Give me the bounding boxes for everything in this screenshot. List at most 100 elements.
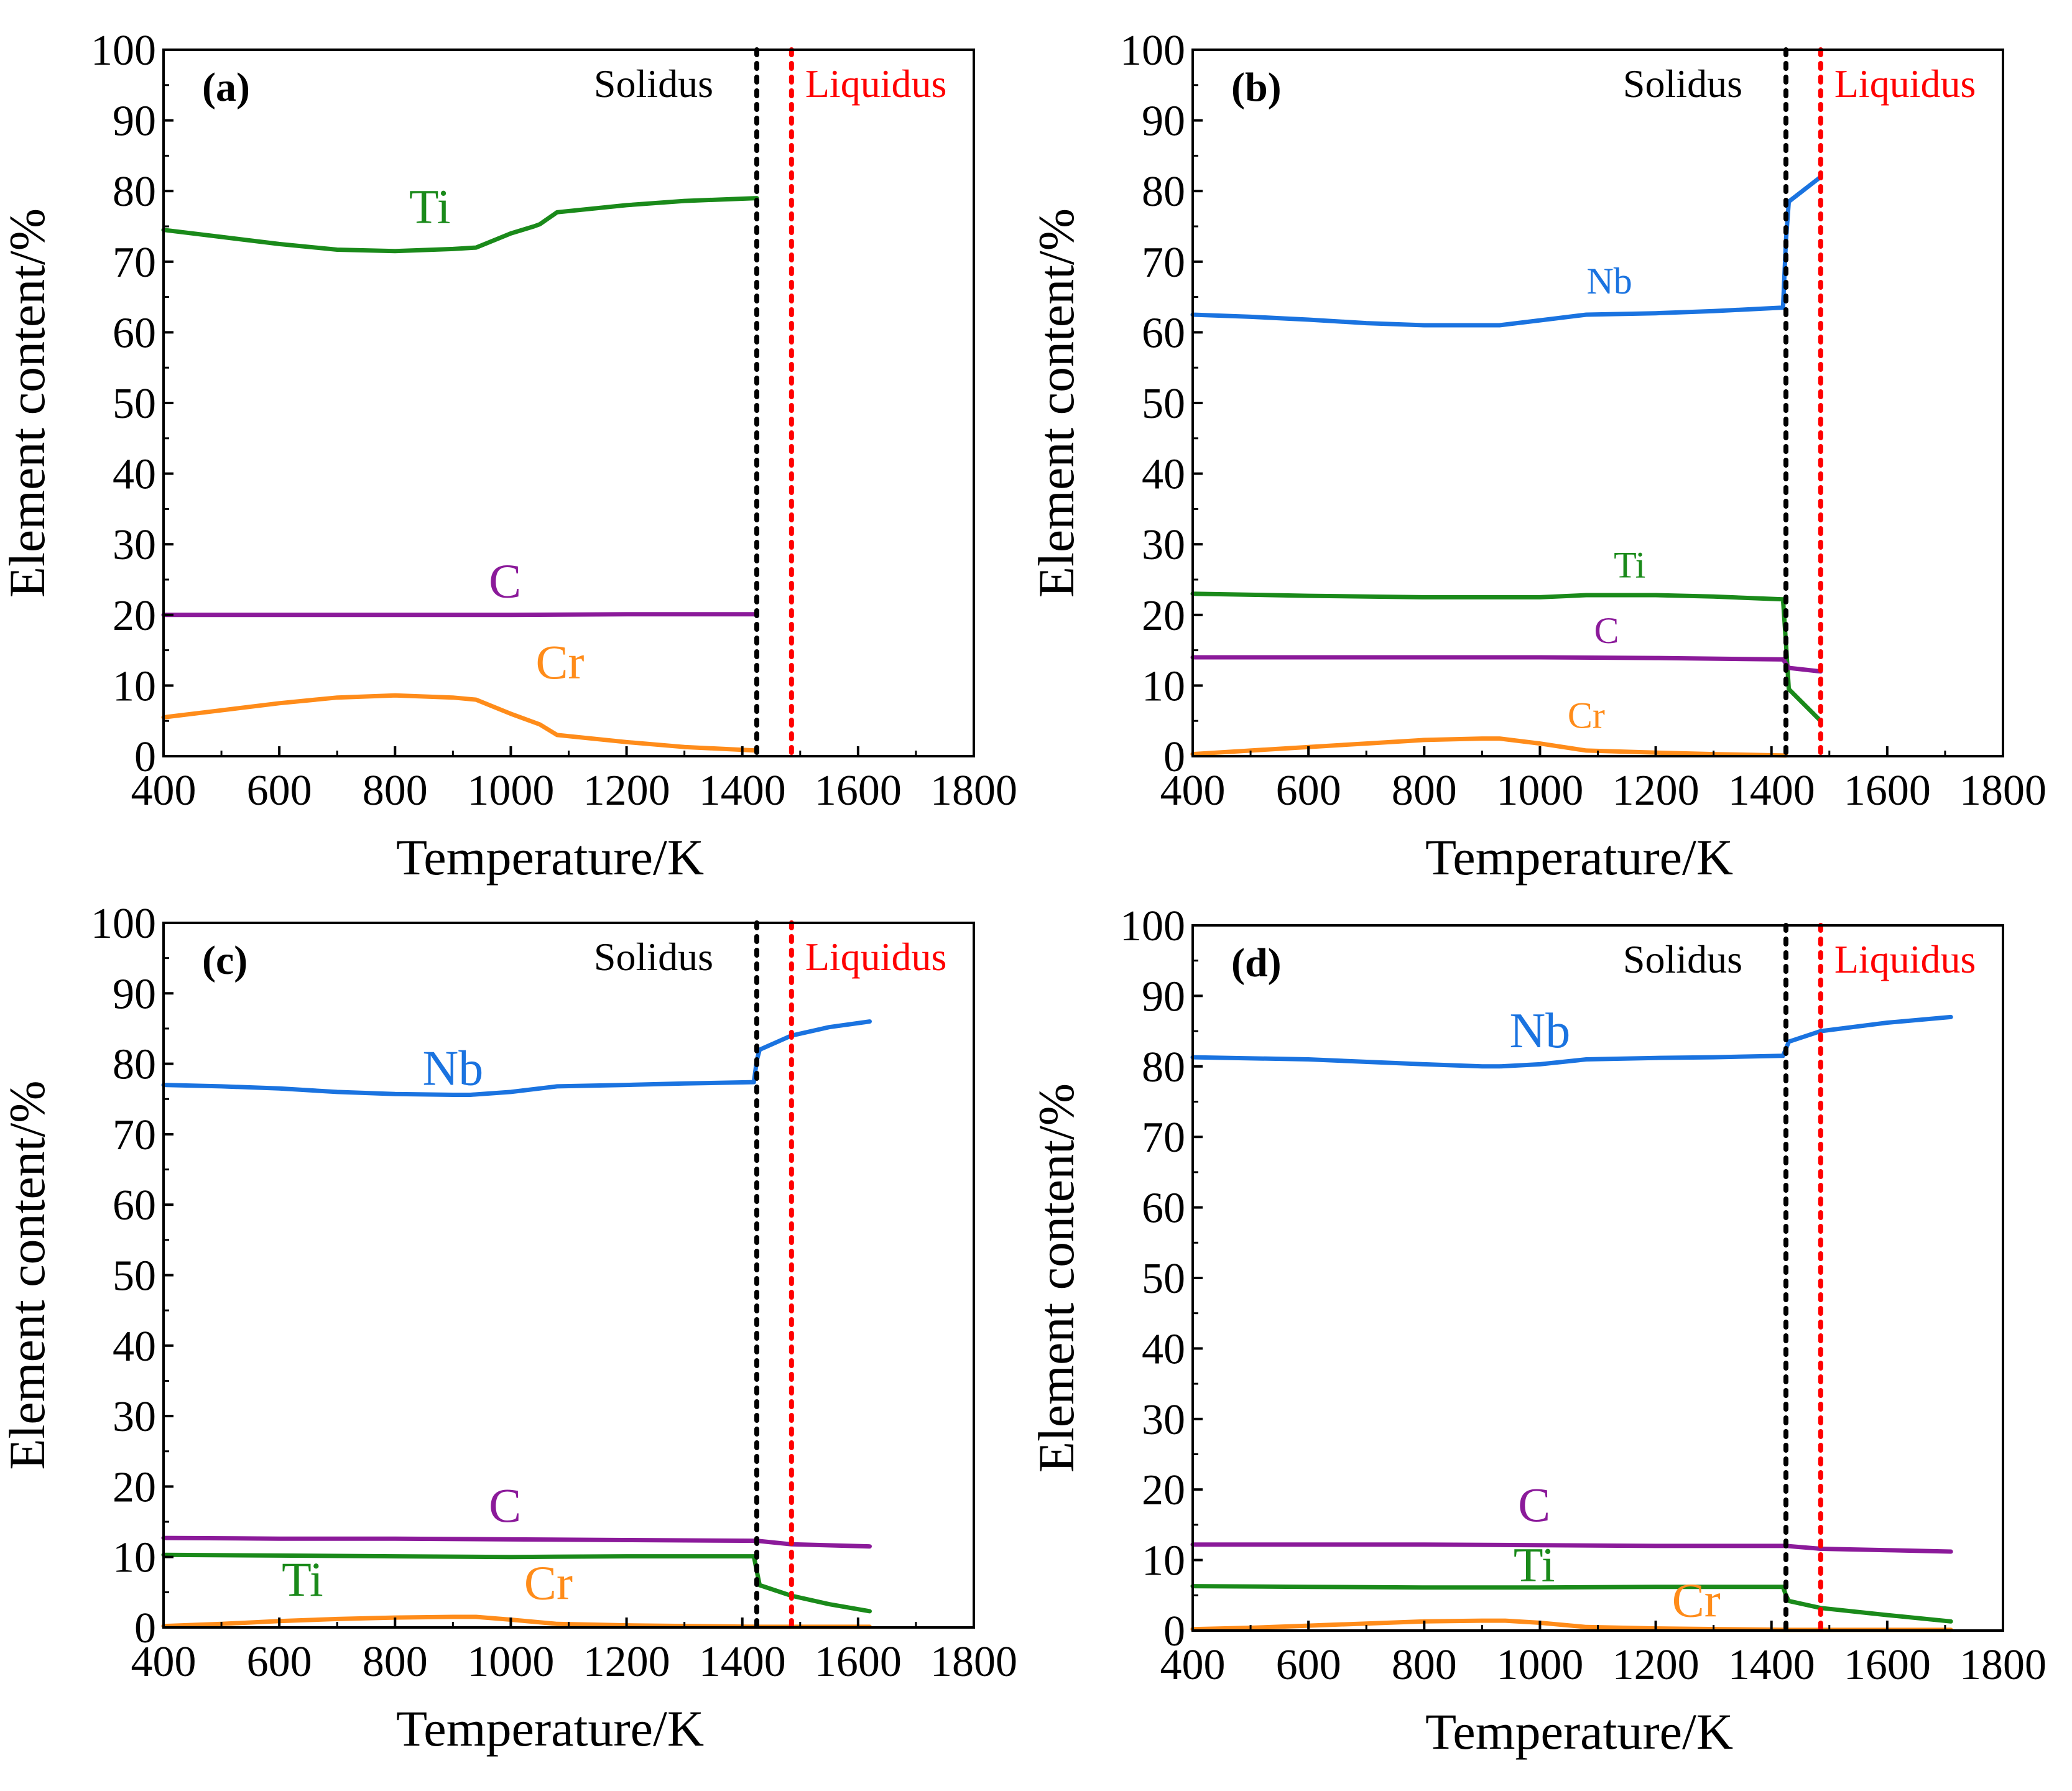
series-label-ti: Ti xyxy=(1614,545,1645,586)
y-tick-label: 50 xyxy=(113,380,156,428)
chart-panel-a: 0 10 20 30 40 50 60 70 80 90 100 400 600 800 1000 1200 1… xyxy=(0,27,1017,886)
y-tick-label: 60 xyxy=(1142,309,1185,357)
y-tick-label: 50 xyxy=(113,1252,156,1300)
y-tick-label: 10 xyxy=(113,1534,156,1582)
liquidus-label: Liquidus xyxy=(805,935,947,979)
x-tick-label: 1200 xyxy=(1612,1641,1700,1689)
y-axis-title: Element content/% xyxy=(0,1080,55,1469)
y-tick-label: 40 xyxy=(1142,451,1185,499)
chart-panel-d: 0 10 20 30 40 50 60 70 80 90 100 400 600 800 1000 1200 1… xyxy=(1028,902,2047,1760)
y-tick-label: 70 xyxy=(1142,1114,1185,1162)
x-tick-label: 1200 xyxy=(1612,767,1700,815)
x-axis-title: Temperature/K xyxy=(396,829,704,886)
x-tick-label: 400 xyxy=(131,767,197,815)
x-tick-label: 600 xyxy=(247,767,312,815)
y-tick-label: 20 xyxy=(113,1463,156,1511)
x-tick-label: 600 xyxy=(247,1638,312,1686)
x-axis-title: Temperature/K xyxy=(396,1700,704,1757)
y-tick-label: 60 xyxy=(113,1182,156,1229)
solidus-label: Solidus xyxy=(1623,62,1742,106)
solidus-label: Solidus xyxy=(594,62,713,106)
x-tick-label: 1200 xyxy=(583,767,670,815)
x-tick-label: 1800 xyxy=(930,767,1017,815)
series-label-nb: Nb xyxy=(422,1042,483,1096)
x-tick-label: 1000 xyxy=(467,1638,554,1686)
y-tick-label: 100 xyxy=(1120,27,1185,75)
liquidus-label: Liquidus xyxy=(1834,937,1976,981)
series-line-nb xyxy=(161,1019,872,1097)
x-tick-label: 1800 xyxy=(1959,1641,2047,1689)
x-tick-label: 1800 xyxy=(930,1638,1017,1686)
y-tick-label: 10 xyxy=(1142,1537,1185,1585)
x-tick-label: 1400 xyxy=(699,767,786,815)
chart-panel-c: 0 10 20 30 40 50 60 70 80 90 100 400 600 800 1000 1200 1… xyxy=(0,900,1017,1757)
series-line-c xyxy=(1190,1542,1953,1554)
y-tick-label: 100 xyxy=(1120,902,1185,950)
series-line-cr xyxy=(1190,736,1788,758)
x-tick-label: 1400 xyxy=(699,1638,786,1686)
y-tick-label: 30 xyxy=(1142,1396,1185,1444)
series-label-c: C xyxy=(1594,610,1619,651)
series-line-ti xyxy=(1190,1584,1953,1624)
x-tick-label: 800 xyxy=(363,767,428,815)
series-line-c xyxy=(1190,655,1823,674)
x-tick-label: 1200 xyxy=(583,1638,670,1686)
y-tick-label: 30 xyxy=(1142,521,1185,569)
x-tick-label: 800 xyxy=(363,1638,428,1686)
series-label-cr: Cr xyxy=(1672,1573,1721,1627)
series-label-ti: Ti xyxy=(409,179,451,233)
x-tick-label: 1000 xyxy=(1496,1641,1583,1689)
y-tick-label: 80 xyxy=(113,1041,156,1089)
series-line-cr xyxy=(161,1614,872,1629)
x-tick-label: 1400 xyxy=(1728,1641,1815,1689)
x-tick-label: 1600 xyxy=(815,1638,902,1686)
x-tick-label: 600 xyxy=(1276,1641,1341,1689)
y-tick-label: 20 xyxy=(113,592,156,640)
series-line-ti xyxy=(161,1552,872,1614)
x-tick-label: 400 xyxy=(1160,767,1226,815)
y-tick-label: 0 xyxy=(134,733,156,781)
y-tick-label: 20 xyxy=(1142,1466,1185,1514)
panel-label: (c) xyxy=(202,938,247,983)
y-tick-label: 90 xyxy=(1142,98,1185,146)
y-tick-label: 0 xyxy=(134,1604,156,1652)
y-axis-title: Element content/% xyxy=(0,208,55,598)
panel-label: (b) xyxy=(1231,65,1282,110)
series-label-nb: Nb xyxy=(1510,1004,1571,1058)
series-label-ti: Ti xyxy=(282,1552,323,1606)
series-label-c: C xyxy=(489,553,521,608)
x-tick-label: 1600 xyxy=(815,767,902,815)
x-tick-label: 1600 xyxy=(1844,767,1931,815)
series-label-ti: Ti xyxy=(1514,1538,1555,1592)
y-tick-label: 60 xyxy=(1142,1185,1185,1233)
x-tick-label: 1400 xyxy=(1728,767,1815,815)
y-tick-label: 40 xyxy=(113,451,156,499)
x-axis-title: Temperature/K xyxy=(1425,1703,1733,1760)
liquidus-label: Liquidus xyxy=(1834,62,1976,106)
series-label-nb: Nb xyxy=(1586,261,1632,302)
series-label-cr: Cr xyxy=(1568,695,1605,736)
series-label-c: C xyxy=(1518,1478,1550,1532)
series-line-c xyxy=(161,612,759,618)
x-tick-label: 1800 xyxy=(1959,767,2047,815)
y-axis-title: Element content/% xyxy=(1028,1083,1085,1473)
series-label-cr: Cr xyxy=(536,635,585,689)
y-tick-label: 80 xyxy=(1142,1044,1185,1091)
y-tick-label: 50 xyxy=(1142,1255,1185,1303)
x-tick-label: 400 xyxy=(131,1638,197,1686)
y-tick-label: 70 xyxy=(1142,239,1185,287)
y-tick-label: 30 xyxy=(113,521,156,569)
y-tick-label: 40 xyxy=(1142,1325,1185,1373)
x-axis-title: Temperature/K xyxy=(1425,829,1733,886)
series-line-ti xyxy=(161,196,759,254)
y-tick-label: 20 xyxy=(1142,592,1185,640)
series-line-cr xyxy=(161,693,759,753)
y-tick-label: 10 xyxy=(1142,662,1185,710)
panel-label: (a) xyxy=(202,65,250,110)
liquidus-label: Liquidus xyxy=(805,62,947,106)
series-label-c: C xyxy=(489,1478,521,1532)
y-tick-label: 100 xyxy=(91,27,156,75)
series-line-nb xyxy=(1190,175,1823,328)
x-tick-label: 600 xyxy=(1276,767,1341,815)
